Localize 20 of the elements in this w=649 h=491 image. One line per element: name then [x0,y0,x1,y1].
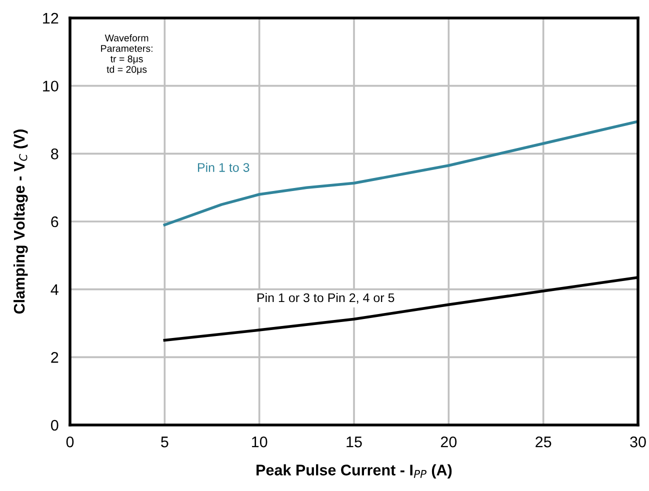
annotation: Waveform Parameters: tr = 8μs td = 20μs [101,34,152,75]
y-tick-label: 0 [50,420,58,431]
x-tick-label: 25 [536,436,552,448]
x-tick-label: 0 [66,436,74,448]
y-tick-label: 6 [51,216,58,228]
x-tick-label: 30 [630,436,646,448]
series-label: Pin 1 or 3 to Pin 2, 4 or 5 [257,293,394,304]
y-tick-label: 12 [43,12,58,24]
x-tick-label: 15 [346,436,362,448]
x-tick-label: 10 [252,436,268,448]
y-tick-label: 10 [43,80,58,92]
y-tick-label: 4 [50,284,58,295]
x-tick-label: 5 [161,436,168,448]
y-tick-label: 8 [51,148,58,160]
line-series [163,120,638,226]
x-tick-label: 20 [440,436,457,448]
y-axis-title: Clamping Voltage - V$_{C}$ (V) [13,130,28,314]
x-axis-title: Peak Pulse Current - I$_{PP}$ (A) [256,464,452,478]
y-tick-label: 2 [51,352,58,363]
series-label: Pin 1 to 3 [198,162,250,172]
